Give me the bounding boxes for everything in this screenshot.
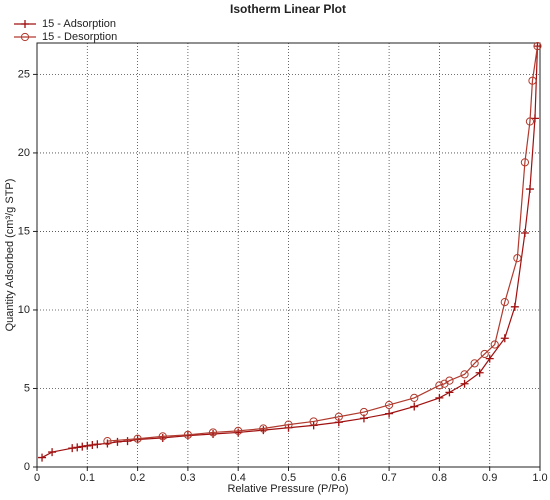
y-tick-label: 20 bbox=[18, 147, 30, 159]
marker bbox=[48, 448, 57, 457]
marker bbox=[158, 433, 167, 442]
marker bbox=[385, 400, 394, 410]
x-tick-label: 0.6 bbox=[331, 472, 346, 484]
marker bbox=[158, 432, 167, 441]
marker bbox=[525, 117, 535, 126]
marker bbox=[440, 379, 449, 388]
marker bbox=[38, 453, 47, 462]
marker bbox=[133, 434, 142, 443]
series-line bbox=[41, 46, 539, 459]
marker bbox=[359, 407, 369, 417]
marker bbox=[480, 349, 489, 359]
marker bbox=[334, 418, 343, 427]
series-line bbox=[107, 46, 539, 442]
x-tick-label: 0.1 bbox=[80, 472, 95, 484]
marker bbox=[520, 229, 529, 238]
marker bbox=[183, 430, 192, 439]
y-tick-label: 10 bbox=[18, 304, 30, 316]
marker bbox=[475, 368, 484, 377]
marker bbox=[103, 436, 112, 446]
marker bbox=[259, 426, 268, 435]
marker bbox=[83, 441, 92, 450]
marker bbox=[460, 370, 469, 379]
marker bbox=[445, 388, 454, 397]
y-tick-label: 25 bbox=[18, 68, 30, 80]
marker bbox=[490, 340, 499, 349]
marker bbox=[93, 440, 102, 449]
marker bbox=[259, 424, 268, 433]
marker bbox=[334, 412, 343, 421]
marker bbox=[309, 417, 318, 426]
x-tick-label: 0.2 bbox=[130, 472, 145, 484]
marker bbox=[528, 76, 537, 85]
x-axis-label: Relative Pressure (P/Po) bbox=[227, 483, 348, 495]
x-tick-label: 0.7 bbox=[381, 472, 396, 484]
marker bbox=[410, 393, 419, 403]
marker bbox=[88, 441, 97, 450]
y-tick-label: 0 bbox=[24, 461, 30, 473]
marker bbox=[485, 354, 494, 363]
marker bbox=[73, 443, 82, 452]
marker bbox=[435, 393, 444, 402]
marker bbox=[284, 420, 293, 429]
marker bbox=[460, 379, 469, 388]
marker bbox=[410, 402, 419, 411]
marker bbox=[385, 409, 394, 418]
y-axis-label: Quantity Adsorbed (cm³/g STP) bbox=[4, 179, 16, 332]
y-tick-label: 15 bbox=[18, 225, 30, 237]
x-tick-label: 0.9 bbox=[482, 472, 497, 484]
marker bbox=[500, 334, 509, 343]
x-tick-label: 0.5 bbox=[281, 472, 296, 484]
marker bbox=[234, 428, 243, 437]
marker bbox=[68, 444, 77, 453]
y-tick-label: 5 bbox=[24, 382, 30, 394]
x-tick-label: 0.8 bbox=[432, 472, 447, 484]
marker bbox=[520, 158, 530, 167]
plot-frame bbox=[36, 42, 541, 468]
marker bbox=[435, 381, 444, 390]
marker bbox=[533, 42, 542, 51]
x-tick-label: 1.0 bbox=[532, 472, 547, 484]
marker bbox=[510, 302, 519, 311]
x-tick-label: 0.4 bbox=[231, 472, 246, 484]
marker bbox=[500, 298, 509, 307]
marker bbox=[513, 254, 522, 263]
marker bbox=[113, 437, 122, 446]
x-tick-label: 0 bbox=[34, 472, 40, 484]
x-tick-label: 0.3 bbox=[180, 472, 195, 484]
legend-marker bbox=[20, 32, 30, 42]
marker bbox=[78, 442, 87, 451]
marker bbox=[234, 426, 243, 435]
legend-label: 15 - Adsorption bbox=[42, 18, 116, 30]
marker bbox=[209, 430, 218, 439]
chart-title: Isotherm Linear Plot bbox=[230, 2, 346, 16]
marker bbox=[525, 185, 534, 194]
marker bbox=[208, 428, 218, 437]
marker bbox=[470, 359, 479, 368]
legend-marker bbox=[21, 20, 29, 28]
marker bbox=[123, 437, 132, 446]
legend-label: 15 - Desorption bbox=[42, 31, 117, 43]
